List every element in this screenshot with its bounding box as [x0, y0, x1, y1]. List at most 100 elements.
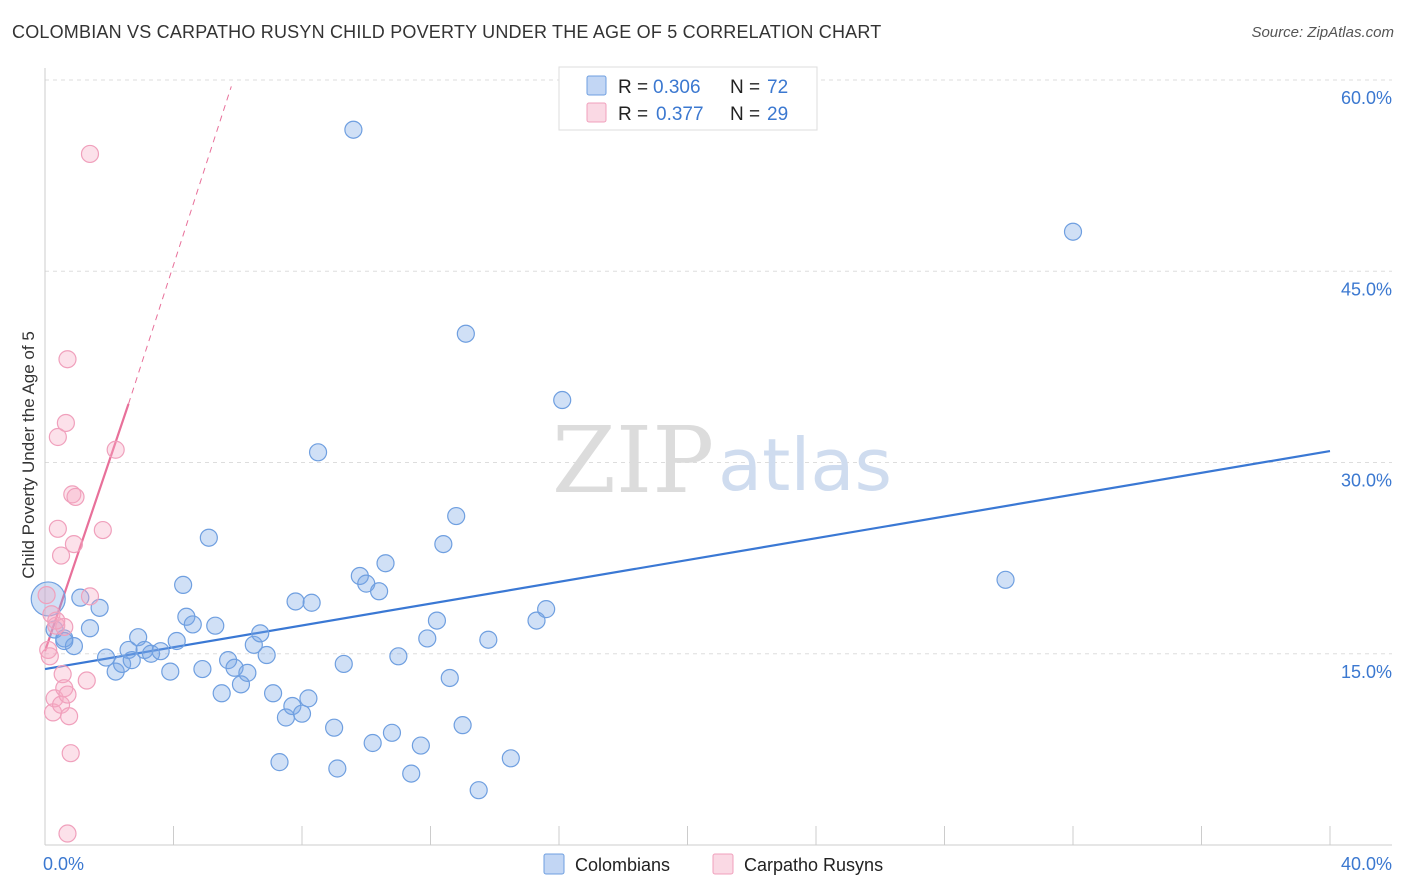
- legend-r-label-2: R =: [618, 104, 648, 125]
- colombian-point-11: [119, 640, 138, 660]
- colombian-point-17: [161, 662, 180, 681]
- carpatho-point-18: [61, 744, 80, 763]
- series-legend: Colombians Carpatho Rusyns: [543, 853, 883, 875]
- trend-lines: [43, 86, 1331, 671]
- colombian-point-60: [453, 716, 472, 735]
- x-tick-labels: 0.0% 40.0%: [43, 854, 1392, 874]
- y-axis-label: Child Poverty Under the Age of 5: [19, 331, 38, 579]
- carpatho-point-23: [80, 144, 100, 164]
- colombian-point-57: [434, 534, 453, 554]
- colombian-point-36: [283, 696, 302, 716]
- carpatho-point-16: [58, 685, 77, 704]
- y-tick-label-2: 45.0%: [1341, 279, 1392, 299]
- carpatho-point-24: [80, 587, 100, 606]
- colombian-point-56: [427, 611, 447, 630]
- carpatho-point-26: [106, 440, 125, 459]
- carpatho-point-2: [40, 647, 59, 666]
- carpatho-point-21: [66, 487, 85, 507]
- colombian-point-4: [55, 631, 74, 651]
- carpatho-point-7: [48, 427, 67, 447]
- colombian-point-48: [363, 733, 382, 753]
- colombian-point-34: [270, 753, 289, 772]
- colombian-point-31: [251, 624, 270, 643]
- colombian-point-41: [308, 443, 328, 462]
- colombian-point-23: [199, 528, 218, 547]
- colombian-point-24: [206, 616, 225, 635]
- legend-r-label-1: R =: [618, 77, 648, 98]
- colombian-point-58: [440, 668, 459, 688]
- colombian-point-64: [501, 749, 520, 768]
- x-tick-label-0: 0.0%: [43, 854, 84, 874]
- colombian-point-50: [376, 554, 395, 573]
- series-swatch-colombians: [543, 853, 565, 875]
- colombian-point-45: [344, 120, 363, 139]
- trend-line-colombians: [44, 449, 1331, 671]
- colombian-point-49: [370, 582, 389, 601]
- colombian-point-62: [469, 781, 488, 800]
- colombian-point-59: [447, 506, 466, 526]
- colombian-point-67: [553, 390, 572, 410]
- colombian-point-6: [80, 619, 100, 638]
- chart-title: COLOMBIAN VS CARPATHO RUSYN CHILD POVERT…: [12, 22, 882, 42]
- colombian-point-22: [193, 659, 212, 679]
- colombian-point-44: [334, 654, 353, 674]
- colombian-point-69: [1063, 222, 1083, 241]
- colombian-point-42: [325, 718, 344, 737]
- carpatho-point-0: [37, 585, 56, 605]
- data-points: [30, 120, 1083, 843]
- colombian-point-18: [167, 631, 186, 651]
- colombian-point-43: [328, 759, 347, 778]
- watermark: ZIP atlas: [552, 407, 892, 514]
- source-label: Source: ZipAtlas.com: [1251, 24, 1394, 41]
- colombian-point-16: [151, 642, 170, 661]
- colombian-point-3: [64, 636, 84, 656]
- colombian-point-63: [479, 630, 498, 649]
- carpatho-point-28: [47, 611, 66, 630]
- carpatho-point-14: [56, 413, 75, 433]
- colombian-point-52: [389, 647, 408, 666]
- colombian-point-54: [411, 736, 430, 755]
- legend-box: [558, 66, 818, 131]
- series-label-colombians: Colombians: [575, 855, 670, 875]
- colombian-point-33: [263, 684, 283, 703]
- grid-lines: [45, 79, 1392, 655]
- carpatho-point-15: [58, 350, 77, 369]
- carpatho-point-25: [93, 520, 112, 540]
- colombian-point-32: [257, 645, 276, 665]
- series-label-carpatho: Carpatho Rusyns: [744, 855, 883, 875]
- watermark-atlas: atlas: [718, 423, 892, 507]
- carpatho-point-8: [48, 519, 67, 538]
- carpatho-point-27: [58, 824, 77, 843]
- series-swatch-carpatho: [712, 853, 734, 875]
- x-tick-label-1: 40.0%: [1341, 854, 1392, 874]
- legend-n-value-2: 29: [767, 104, 788, 125]
- colombian-point-5: [71, 588, 90, 607]
- colombian-point-40: [302, 593, 321, 612]
- colombian-point-29: [238, 663, 257, 682]
- carpatho-point-17: [59, 707, 79, 726]
- colombian-point-28: [231, 675, 251, 694]
- watermark-zip: ZIP: [552, 407, 714, 514]
- carpatho-point-19: [63, 485, 82, 504]
- y-tick-label-0: 15.0%: [1341, 662, 1392, 682]
- legend-r-value-1: 0.306: [653, 77, 701, 98]
- legend-swatch-colombians: [586, 75, 607, 96]
- carpatho-point-1: [39, 640, 58, 660]
- colombian-point-30: [244, 635, 263, 654]
- legend-n-value-1: 72: [767, 77, 788, 98]
- correlation-legend: R = 0.306 N = 72 R = 0.377 N = 29: [558, 66, 818, 131]
- colombian-point-39: [299, 689, 318, 708]
- legend-n-label-2: N =: [730, 104, 760, 125]
- y-tick-labels: 15.0% 30.0% 45.0% 60.0%: [1341, 88, 1392, 682]
- carpatho-point-10: [51, 546, 71, 565]
- colombian-point-66: [537, 600, 556, 619]
- colombian-point-61: [456, 324, 475, 343]
- colombian-point-12: [122, 651, 141, 670]
- colombian-point-68: [996, 570, 1015, 589]
- carpatho-point-22: [77, 671, 96, 690]
- colombian-point-53: [402, 764, 421, 783]
- y-tick-label-1: 30.0%: [1341, 471, 1392, 491]
- y-tick-label-3: 60.0%: [1341, 88, 1392, 108]
- colombian-point-25: [212, 684, 231, 703]
